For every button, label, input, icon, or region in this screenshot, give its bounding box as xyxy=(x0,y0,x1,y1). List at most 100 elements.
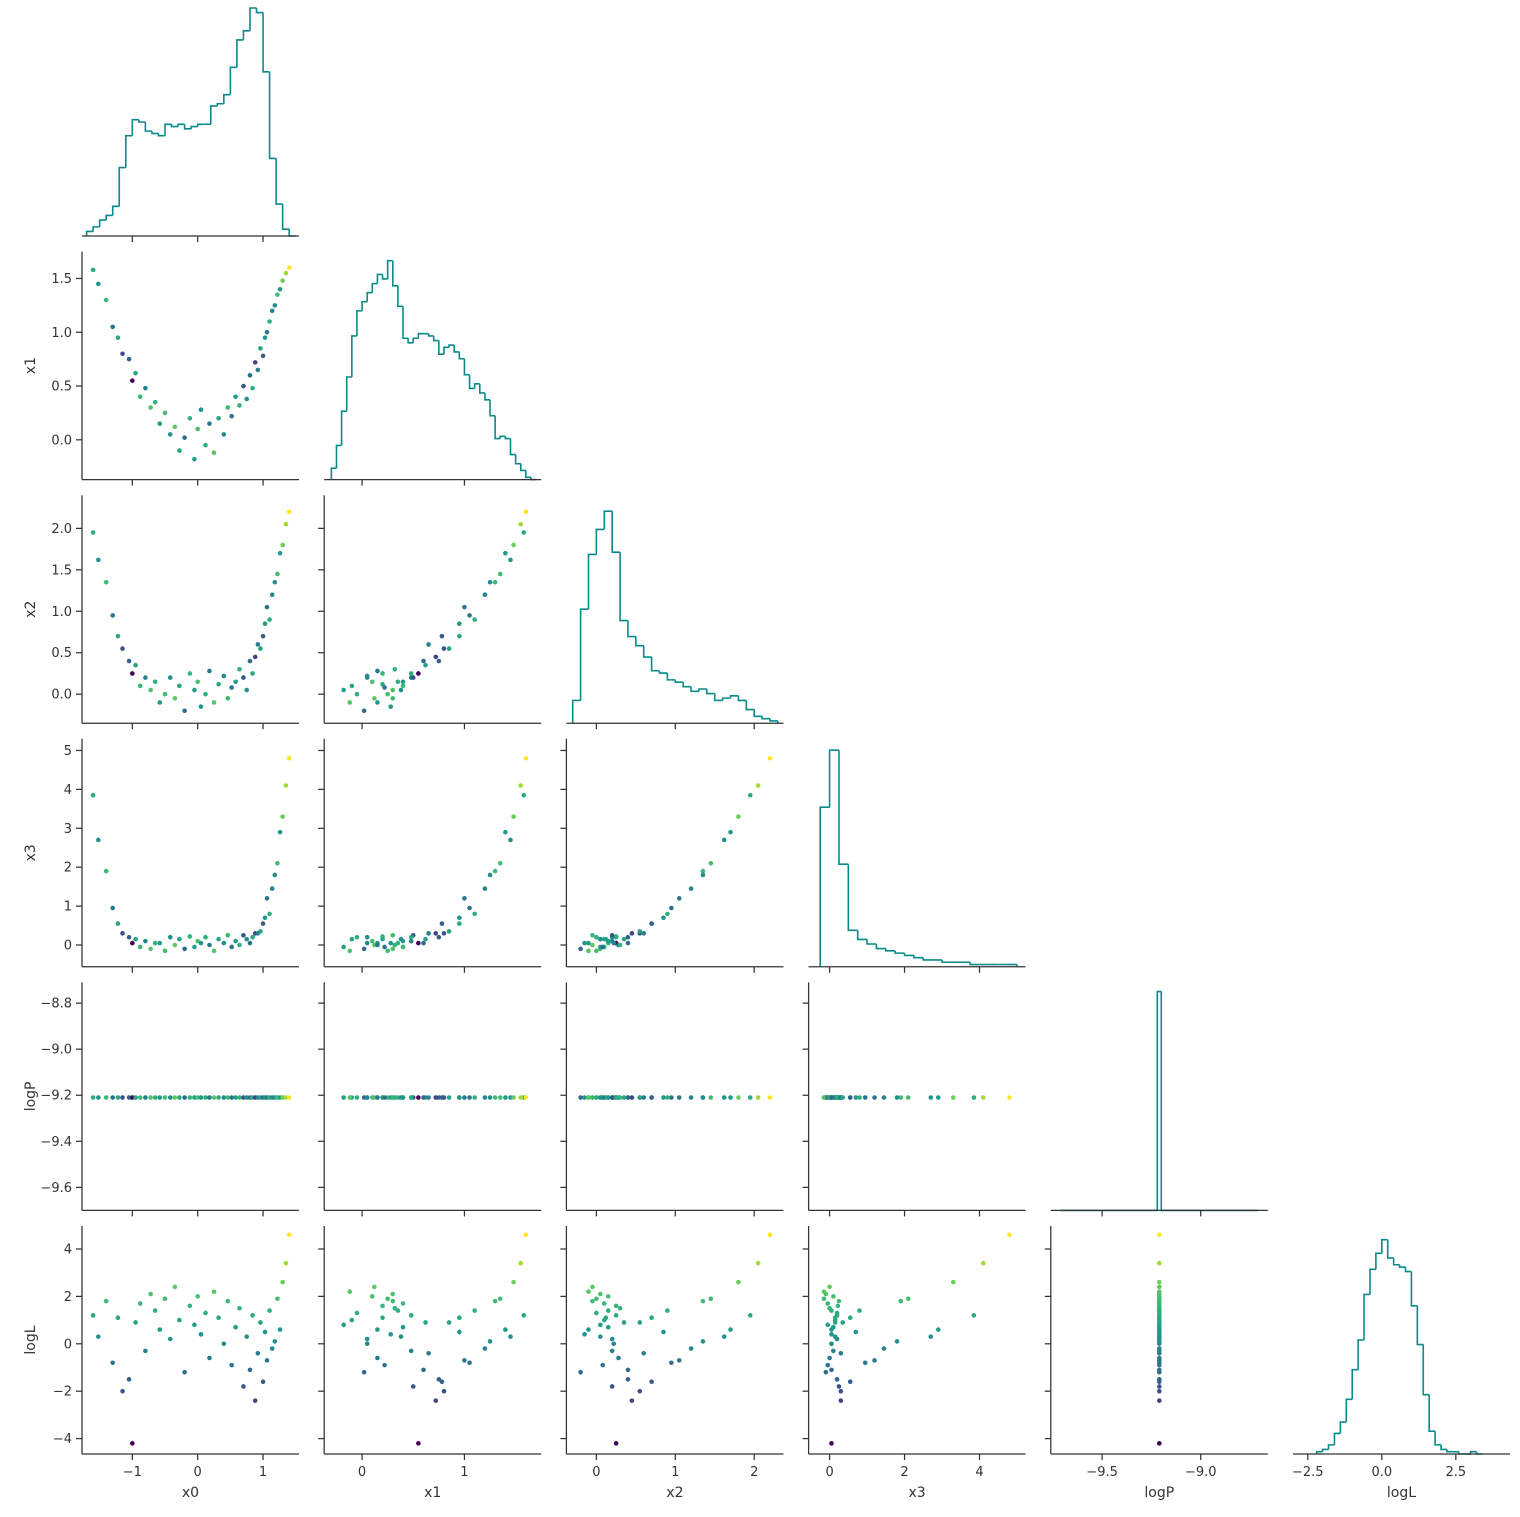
histogram-step xyxy=(463,358,470,376)
scatter-point xyxy=(388,704,394,709)
scatter-point xyxy=(416,671,421,676)
scatter-point xyxy=(269,592,275,597)
scatter-point xyxy=(392,1305,398,1311)
y-tick-label: −9.4 xyxy=(40,1135,72,1150)
scatter-point xyxy=(172,1284,178,1290)
scatter-point xyxy=(388,940,394,946)
y-tick-label: 1.0 xyxy=(51,326,72,341)
scatter-point xyxy=(96,281,101,287)
scatter-panel xyxy=(341,1232,529,1446)
x-axis-label: logP xyxy=(1144,1485,1174,1501)
histogram-step xyxy=(1422,1344,1430,1396)
histogram-step xyxy=(170,124,179,128)
histogram-step xyxy=(1404,1267,1412,1273)
scatter-point xyxy=(380,936,385,942)
histogram-step xyxy=(721,697,731,701)
scatter-point xyxy=(382,1095,387,1100)
scatter-point xyxy=(728,1327,733,1332)
histogram-step xyxy=(579,608,589,701)
scatter-point xyxy=(508,1334,513,1339)
scatter-point xyxy=(586,1289,591,1294)
scatter-point xyxy=(1157,1398,1162,1403)
scatter-point xyxy=(110,1360,116,1366)
scatter-point xyxy=(157,700,163,705)
scatter-point xyxy=(894,1095,900,1100)
scatter-point xyxy=(182,435,187,440)
histogram-step xyxy=(105,214,113,221)
scatter-point xyxy=(207,668,212,674)
histogram-step xyxy=(627,620,636,638)
scatter-point xyxy=(611,1341,617,1347)
scatter-point xyxy=(167,675,173,680)
scatter-point xyxy=(211,700,217,705)
scatter-point xyxy=(130,671,135,676)
scatter-point xyxy=(457,1095,462,1100)
scatter-point xyxy=(834,1377,840,1382)
histogram-step xyxy=(903,953,914,957)
x-tick-label: 4 xyxy=(975,1465,983,1480)
scatter-point xyxy=(143,385,148,391)
histogram-step xyxy=(397,285,404,308)
scatter-point xyxy=(382,1362,387,1368)
y-axis-label: logP xyxy=(23,1082,39,1112)
scatter-point xyxy=(370,938,375,944)
scatter-point xyxy=(721,837,727,843)
scatter-point xyxy=(605,1294,611,1299)
scatter-point xyxy=(1157,1367,1162,1373)
scatter-point xyxy=(1157,1308,1162,1313)
histogram-step xyxy=(118,166,126,207)
scatter-point xyxy=(457,1329,462,1335)
scatter-point xyxy=(207,1355,212,1361)
scatter-point xyxy=(1157,1320,1162,1325)
scatter-point xyxy=(152,940,158,946)
scatter-point xyxy=(115,1315,121,1321)
scatter-point xyxy=(269,886,275,891)
scatter-point xyxy=(380,671,385,676)
histogram-step xyxy=(249,7,257,31)
x-tick-label: −2.5 xyxy=(1292,1465,1324,1480)
y-tick-label: −4 xyxy=(53,1432,72,1447)
scatter-point xyxy=(421,658,426,664)
scatter-point xyxy=(457,633,462,639)
scatter-point xyxy=(400,683,406,689)
scatter-point xyxy=(872,1095,877,1100)
scatter-point xyxy=(521,530,527,535)
scatter-point xyxy=(578,946,583,952)
scatter-point xyxy=(669,1095,674,1100)
scatter-point xyxy=(1157,1313,1162,1318)
histogram-step xyxy=(690,686,699,693)
scatter-point xyxy=(264,1358,270,1363)
scatter-point xyxy=(487,579,493,585)
scatter-point xyxy=(1157,1388,1162,1394)
scatter-point xyxy=(115,921,121,926)
scatter-point xyxy=(472,617,477,622)
scatter-point xyxy=(511,542,516,548)
histogram-step xyxy=(1440,1444,1447,1451)
scatter-point xyxy=(611,940,617,946)
histogram-step xyxy=(1327,1444,1335,1450)
scatter-point xyxy=(361,708,367,714)
scatter-point xyxy=(641,1350,647,1356)
histogram-step xyxy=(453,345,460,353)
scatter-panel xyxy=(821,1232,1012,1446)
scatter-point xyxy=(400,944,406,950)
scatter-point xyxy=(162,410,168,416)
scatter-point xyxy=(225,1298,231,1304)
x-tick-label: 2.5 xyxy=(1445,1465,1466,1480)
x-tick-label: 0.0 xyxy=(1371,1465,1392,1480)
scatter-point xyxy=(152,399,158,405)
scatter-point xyxy=(148,946,153,952)
scatter-point xyxy=(605,1308,611,1313)
scatter-point xyxy=(283,1260,289,1266)
scatter-point xyxy=(272,872,278,878)
scatter-point xyxy=(971,1313,977,1318)
scatter-point xyxy=(838,1350,844,1356)
scatter-point xyxy=(192,456,197,462)
scatter-point xyxy=(364,673,370,679)
histogram-step xyxy=(1386,1239,1394,1259)
scatter-point xyxy=(637,1320,643,1325)
histogram-step xyxy=(1339,1421,1347,1434)
histogram-step xyxy=(335,444,342,469)
scatter-point xyxy=(728,1095,733,1100)
scatter-point xyxy=(233,679,238,685)
